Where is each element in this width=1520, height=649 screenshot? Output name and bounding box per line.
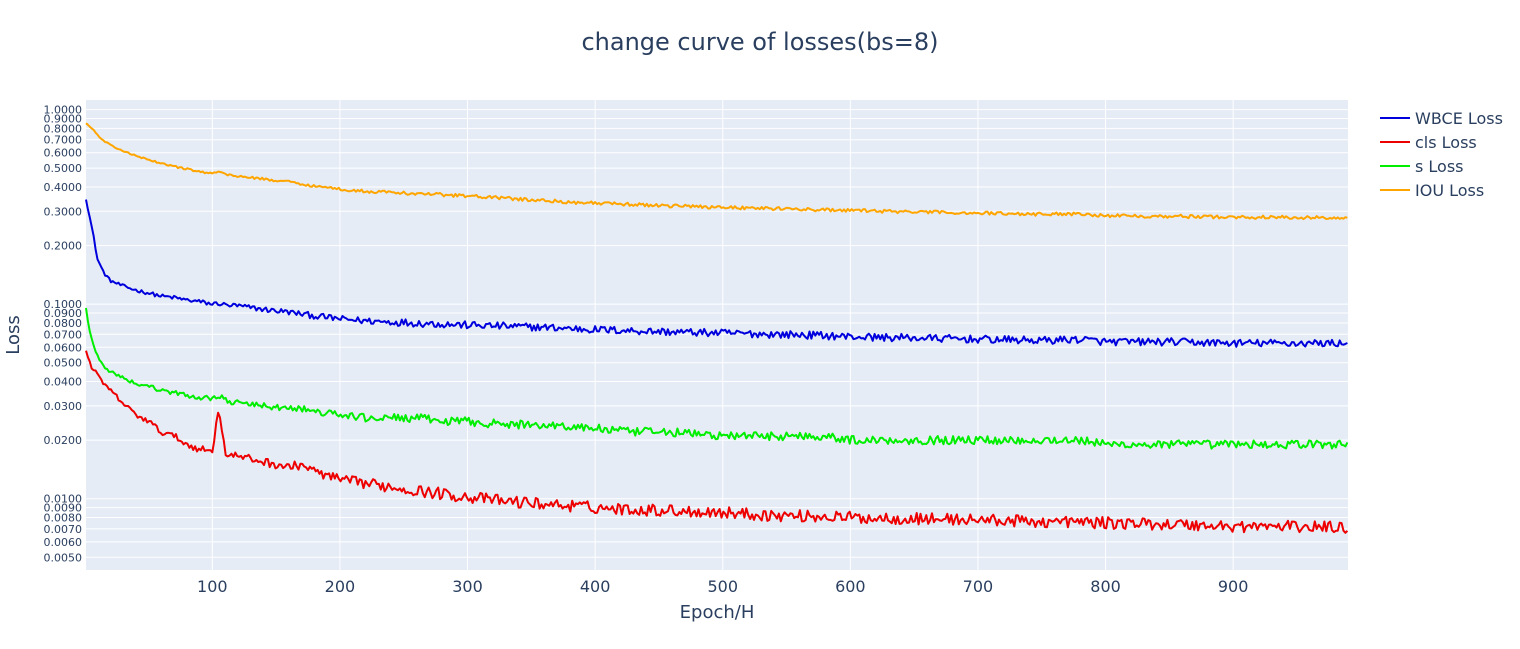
y-tick-label: 0.8000 (44, 122, 83, 135)
y-tick-label: 1.0000 (44, 104, 83, 117)
y-tick-label: 0.2000 (44, 240, 83, 253)
legend[interactable]: WBCE Loss cls Loss s Loss IOU Loss (1380, 109, 1503, 200)
y-tick-label: 0.0200 (44, 434, 83, 447)
y-tick-label: 0.1000 (44, 298, 83, 311)
x-tick-label: 900 (1218, 577, 1249, 596)
y-tick-label: 0.6000 (44, 147, 83, 160)
y-tick-label: 0.7000 (44, 134, 83, 147)
series-line-wbce-loss (85, 199, 1348, 348)
y-tick-label: 0.0060 (44, 536, 83, 549)
chart-title: change curve of losses(bs=8) (581, 28, 938, 56)
legend-label: s Loss (1415, 157, 1464, 176)
y-tick-label: 0.0700 (44, 328, 83, 341)
y-tick-label: 0.5000 (44, 162, 83, 175)
y-tick-label: 0.0070 (44, 523, 83, 536)
x-tick-label: 500 (707, 577, 738, 596)
y-tick-label: 0.4000 (44, 181, 83, 194)
y-tick-label: 0.0600 (44, 341, 83, 354)
y-tick-label: 0.0300 (44, 400, 83, 413)
legend-label: cls Loss (1415, 133, 1477, 152)
x-tick-label: 400 (580, 577, 611, 596)
y-tick-label: 0.0400 (44, 376, 83, 389)
legend-item[interactable]: s Loss (1380, 157, 1464, 176)
y-tick-label: 0.0800 (44, 317, 83, 330)
legend-item[interactable]: IOU Loss (1380, 181, 1484, 200)
x-tick-label: 600 (835, 577, 866, 596)
legend-item[interactable]: WBCE Loss (1380, 109, 1503, 128)
legend-label: IOU Loss (1415, 181, 1484, 200)
x-tick-label: 100 (197, 577, 228, 596)
legend-label: WBCE Loss (1415, 109, 1503, 128)
y-tick-label: 0.0050 (44, 551, 83, 564)
series-line-iou-loss (85, 122, 1348, 221)
grid-lines (86, 100, 1348, 570)
y-axis-title: Loss (3, 315, 24, 354)
y-tick-label: 0.0900 (44, 307, 83, 320)
y-tick-label: 0.0080 (44, 512, 83, 525)
series-line-s-loss (85, 307, 1349, 450)
y-tick-label: 0.3000 (44, 205, 83, 218)
series-lines (85, 122, 1349, 534)
y-tick-label: 0.9000 (44, 112, 83, 125)
x-tick-label: 700 (963, 577, 994, 596)
legend-item[interactable]: cls Loss (1380, 133, 1477, 152)
y-tick-label: 0.0090 (44, 502, 83, 515)
y-tick-label: 0.0500 (44, 357, 83, 370)
x-tick-label: 800 (1090, 577, 1121, 596)
series-line-cls-loss (85, 350, 1349, 534)
x-tick-label: 300 (452, 577, 483, 596)
x-tick-label: 200 (325, 577, 356, 596)
y-tick-label: 0.0100 (44, 493, 83, 506)
x-axis-ticks: 100 200 300 400 500 600 700 800 900 (197, 577, 1248, 596)
x-axis-title: Epoch/H (680, 602, 755, 623)
